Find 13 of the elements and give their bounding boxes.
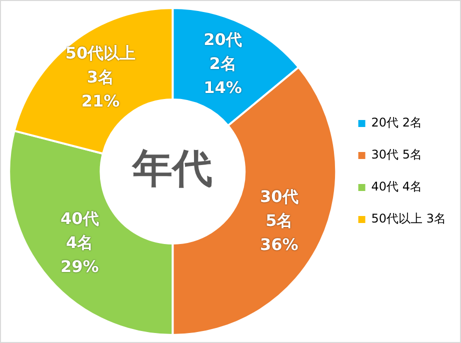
legend-label: 30代 5名: [371, 148, 422, 162]
slice-label: 40代 4名: [60, 208, 99, 252]
legend-label: 50代以上 3名: [371, 212, 446, 226]
slice-label: 50代以上 3名: [65, 44, 136, 87]
data-label: 29%: [60, 256, 99, 276]
data-label: 14%: [204, 78, 242, 98]
slice-label: 30代 5名: [260, 186, 298, 230]
legend-label: 20代 2名: [371, 116, 422, 130]
legend-label: 40代 4名: [371, 180, 422, 194]
data-label: 36%: [260, 234, 298, 254]
slice-label: 20代 2名: [204, 30, 242, 74]
data-label: 21%: [81, 92, 120, 111]
text: 年代: [132, 146, 213, 192]
